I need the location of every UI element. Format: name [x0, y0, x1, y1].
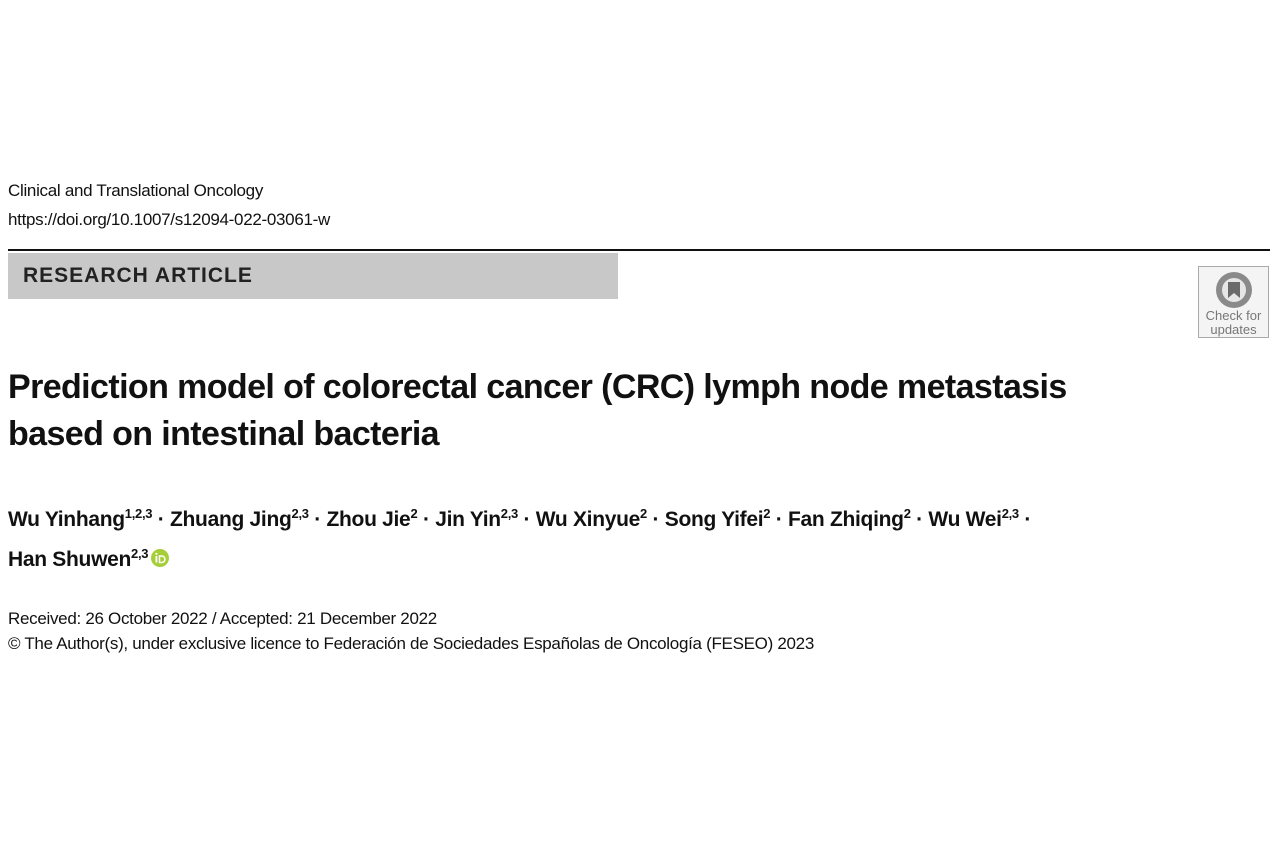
- author: Fan Zhiqing2: [788, 506, 911, 531]
- dates: Received: 26 October 2022 / Accepted: 21…: [8, 609, 437, 628]
- copyright: © The Author(s), under exclusive licence…: [8, 634, 814, 653]
- author: Jin Yin2,3: [435, 506, 518, 531]
- author-name: Zhou Jie: [326, 508, 411, 531]
- author: Song Yifei2: [664, 506, 771, 531]
- author-affiliations: 2,3: [1001, 506, 1019, 521]
- author-affiliations: 2,3: [131, 546, 149, 561]
- badge-icon: [1216, 272, 1252, 308]
- author-name: Zhuang Jing: [170, 508, 292, 531]
- author-separator: ·: [523, 508, 531, 531]
- author-affiliations: 1,2,3: [124, 506, 153, 521]
- author-affiliations: 2,3: [500, 506, 518, 521]
- journal: Clinical and Translational Oncology: [8, 181, 264, 200]
- section-bar: RESEARCH ARTICLE: [8, 253, 618, 299]
- doi[interactable]: https://doi.org/10.1007/s12094-022-03061…: [8, 210, 330, 229]
- title-line: based on intestinal bacteria: [8, 415, 440, 453]
- author-affiliations: 2: [640, 506, 647, 521]
- article-title: Prediction model of colorectal cancer (C…: [8, 364, 1067, 458]
- author-separator: ·: [775, 508, 783, 531]
- section-label: RESEARCH ARTICLE: [23, 264, 253, 287]
- author-separator: ·: [1024, 508, 1032, 531]
- badge-line: updates: [1210, 322, 1257, 337]
- author-name: Wu Wei: [928, 508, 1002, 531]
- author-name: Fan Zhiqing: [788, 508, 904, 531]
- author-affiliations: 2: [903, 506, 911, 521]
- author-affiliations: 2: [410, 506, 418, 521]
- author-name: Wu Xinyue: [535, 508, 641, 531]
- author: Wu Wei2,3: [928, 506, 1019, 531]
- author-name: Wu Yinhang: [8, 508, 125, 531]
- author: Han Shuwen2,3: [8, 546, 170, 571]
- author-name: Jin Yin: [435, 508, 501, 531]
- author-list: Wu Yinhang1,2,3 · Zhuang Jing2,3 · Zhou …: [8, 497, 1188, 577]
- author: Wu Yinhang1,2,3: [8, 506, 153, 531]
- author-name: Han Shuwen: [8, 548, 132, 571]
- badge-line: Check for: [1205, 308, 1262, 323]
- author-separator: ·: [916, 508, 923, 531]
- author-separator: ·: [157, 508, 165, 531]
- author: Wu Xinyue2: [535, 506, 648, 531]
- author-affiliations: 2,3: [291, 506, 309, 521]
- author-separator: ·: [422, 508, 430, 531]
- author: Zhou Jie2: [326, 506, 418, 531]
- author-affiliations: 2: [763, 506, 771, 521]
- author-name: Song Yifei: [664, 508, 764, 531]
- author: Zhuang Jing2,3: [170, 506, 309, 531]
- check-updates-badge[interactable]: Check for updates: [1198, 266, 1269, 338]
- author-separator: ·: [314, 508, 321, 531]
- rule: [8, 249, 1270, 251]
- title-line: Prediction model of colorectal cancer (C…: [8, 368, 1067, 406]
- orcid-icon[interactable]: [150, 548, 170, 568]
- author-separator: ·: [652, 508, 660, 531]
